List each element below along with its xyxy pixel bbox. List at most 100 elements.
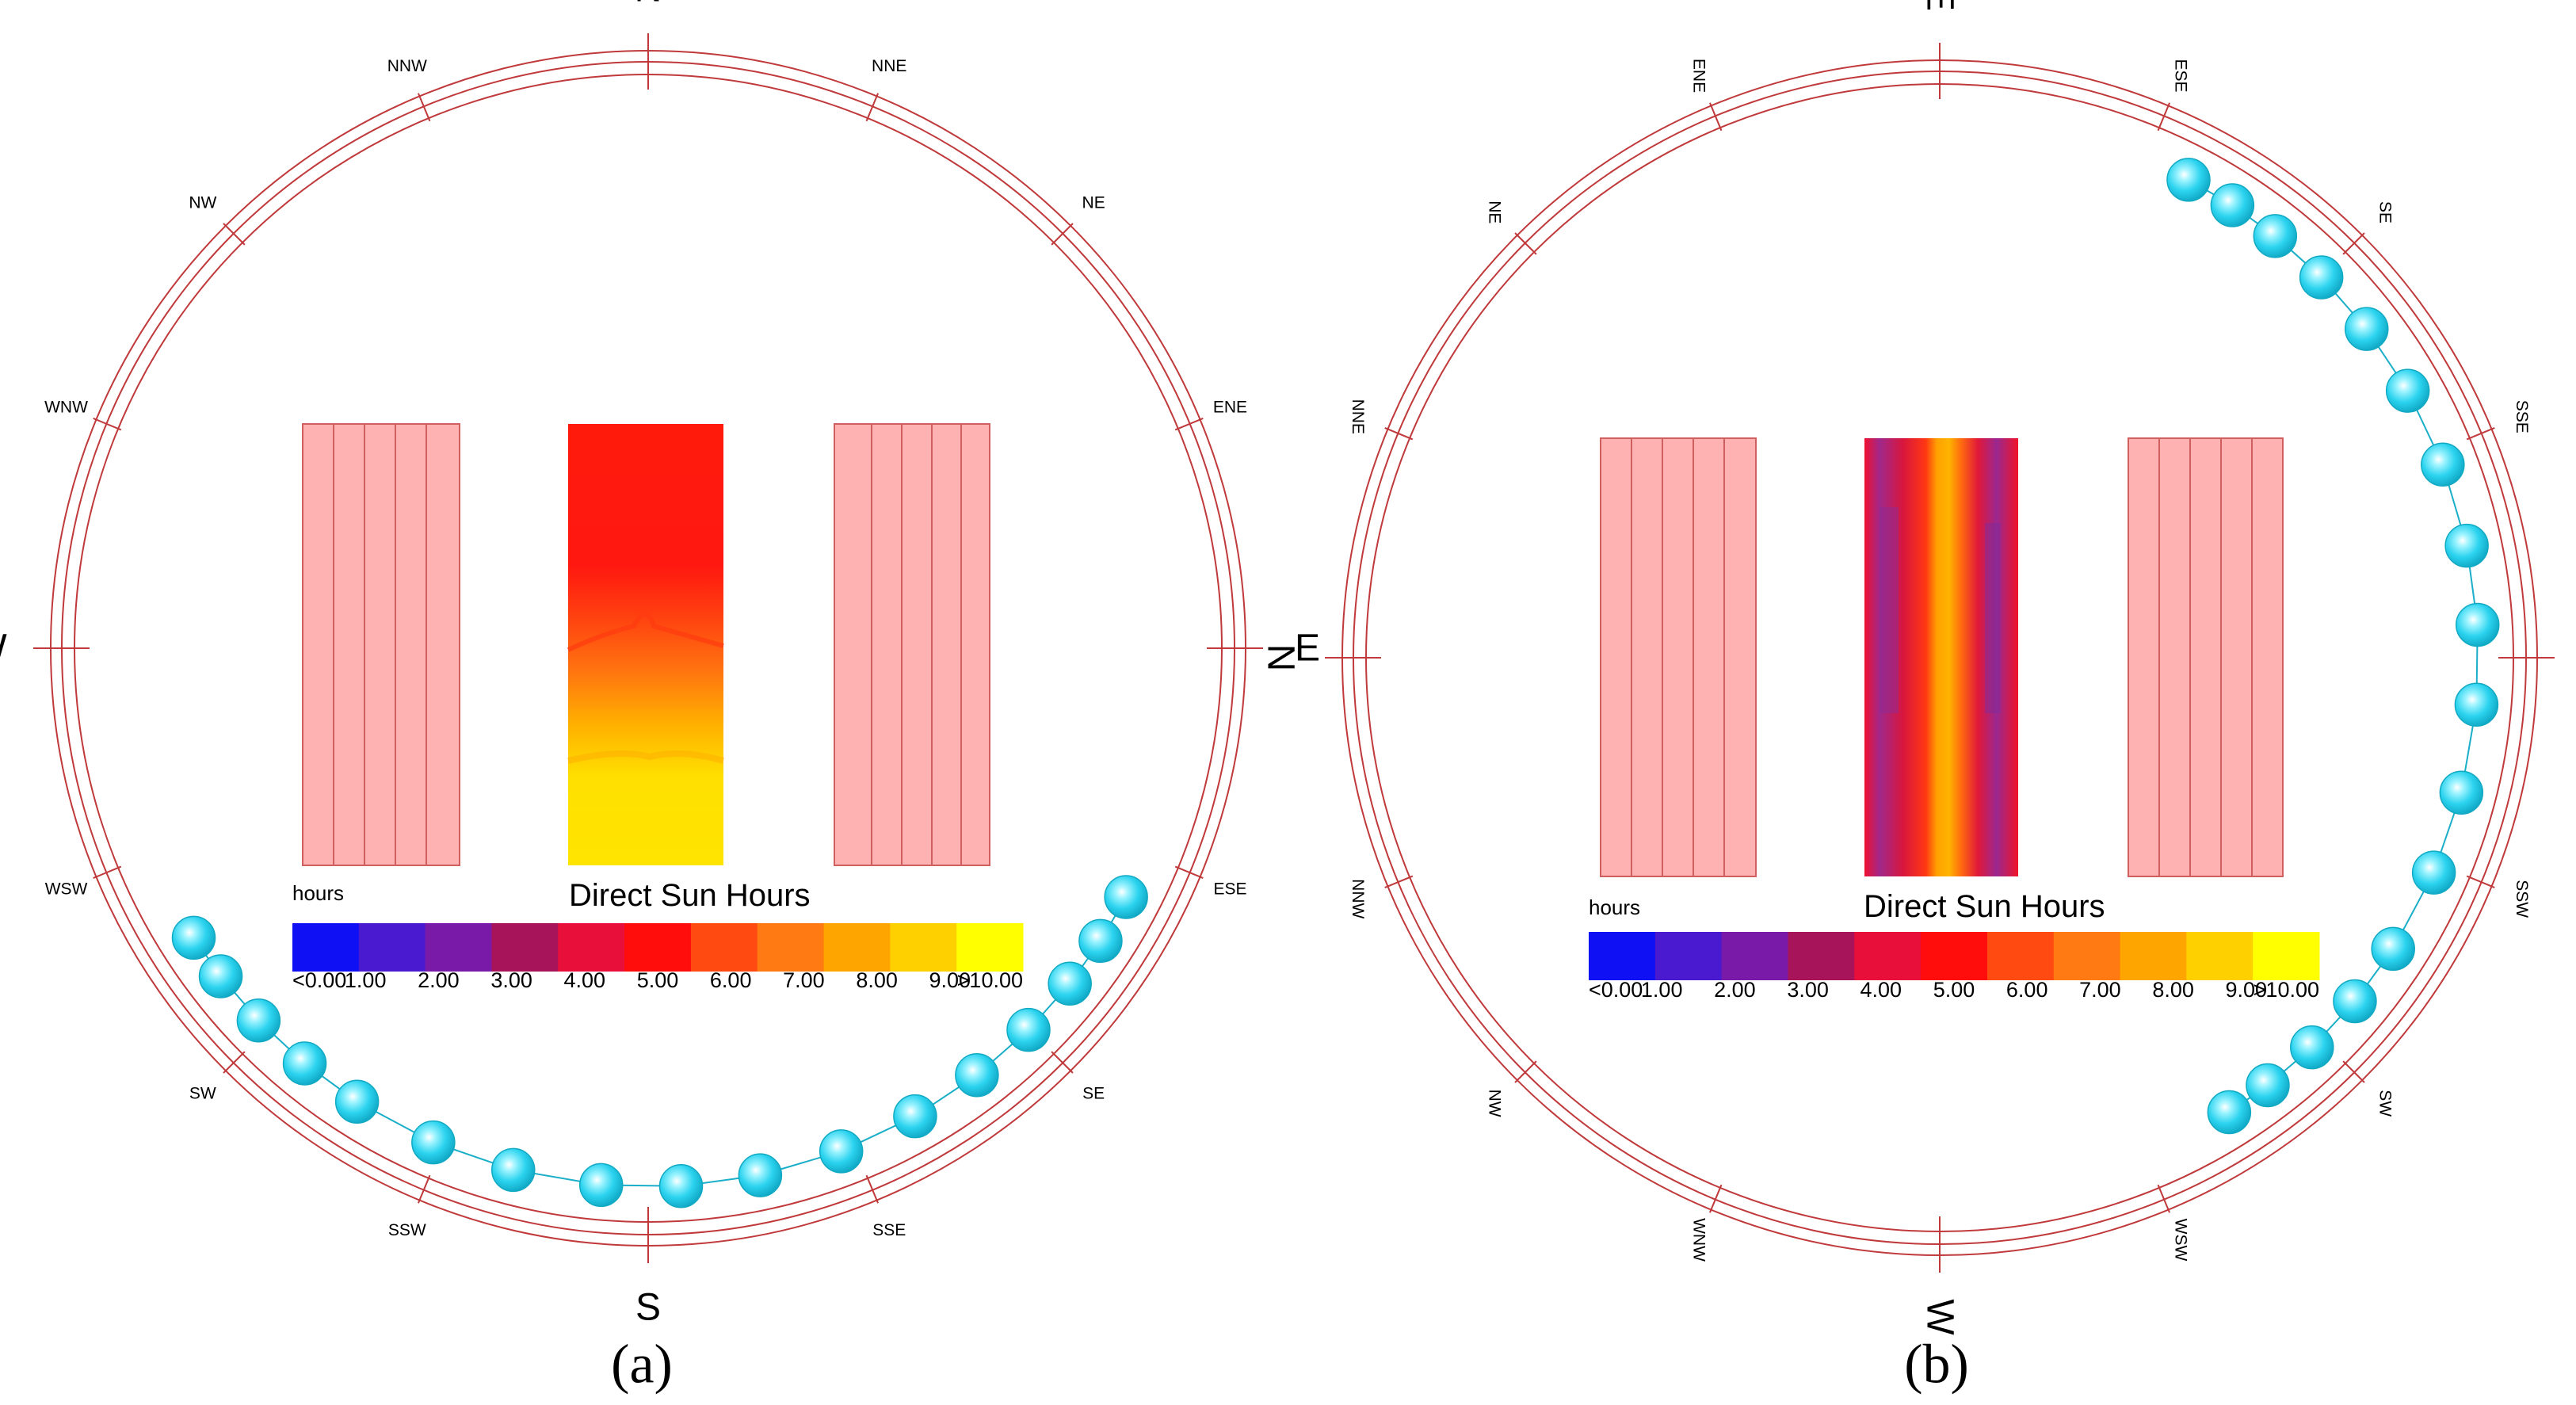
- direction-label-s: S: [635, 1287, 661, 1329]
- sun-position-marker: [2444, 523, 2489, 568]
- sun-position-marker: [893, 1094, 937, 1139]
- compass-tick-nw: [223, 223, 246, 246]
- sun-position-marker: [2210, 183, 2255, 227]
- direction-label-nne: NNE: [1349, 399, 1367, 434]
- legend-title: Direct Sun Hours: [569, 878, 811, 913]
- direction-label-e: E: [1919, 0, 1961, 11]
- legend-tick-label: 1.00: [345, 968, 387, 992]
- sun-position-marker: [2166, 158, 2211, 202]
- compass-direction-labels: NNNENEENEEESESESSESSSWSWWSWWWNWNWNNW: [0, 0, 1320, 1329]
- direction-label-wnw: WNW: [1689, 1218, 1708, 1262]
- sun-position-marker: [2454, 682, 2499, 727]
- analysis-surface-heatmap-a: [567, 424, 725, 865]
- direction-label-ssw: SSW: [388, 1221, 426, 1239]
- legend-tick-label: 2.00: [418, 968, 460, 992]
- direction-label-nne: NNE: [872, 57, 906, 75]
- compass-tick-nw: [1514, 1060, 1537, 1083]
- compass-tick-wsw: [93, 865, 122, 879]
- sun-position-marker: [2385, 368, 2430, 413]
- sun-position-marker: [198, 954, 243, 998]
- compass-tick-ese: [1174, 865, 1204, 879]
- legend-tick-label: 4.00: [564, 968, 606, 992]
- sun-position-marker: [2421, 442, 2465, 487]
- compass-tick-nne: [1384, 427, 1414, 441]
- legend-swatch: [757, 923, 825, 972]
- compass-tick-ne: [1051, 223, 1074, 246]
- direction-label-nnw: NNW: [1349, 879, 1367, 918]
- legend-tick-labels: <0.001.00 2.00 3.00 4.00 5.00 6.00 7.00 8.00 9.0…: [292, 968, 1023, 992]
- legend-swatch: [1854, 932, 1922, 980]
- direction-label-ene: ENE: [1689, 59, 1708, 93]
- legend-tick-label: <0.00: [292, 968, 346, 992]
- compass-tick-ssw: [418, 1174, 431, 1204]
- legend-b: hours Direct Sun Hours <0.001.00 2.00 3.00…: [1589, 889, 2320, 1002]
- sun-position-marker: [1078, 918, 1123, 964]
- legend-swatch: [823, 923, 891, 972]
- compass-tick-se: [1051, 1051, 1074, 1074]
- sun-position-marker: [490, 1147, 536, 1193]
- compass-tick-wnw: [93, 418, 122, 431]
- legend-color-scale: [1589, 932, 2320, 980]
- direction-label-sse: SSE: [2513, 400, 2531, 433]
- legend-tick-label: 5.00: [1933, 978, 1975, 1002]
- legend-swatch: [2053, 932, 2121, 980]
- legend-swatch: [491, 923, 559, 972]
- legend-tick-label: 2.00: [1714, 978, 1756, 1002]
- sun-path: [2166, 158, 2500, 1135]
- direction-label-wnw: WNW: [44, 398, 88, 416]
- sun-position-marker: [282, 1041, 327, 1086]
- compass-tick-sse: [865, 1174, 879, 1204]
- compass-tick-wsw: [2157, 1184, 2170, 1213]
- analysis-surface-heatmap-b: [1864, 438, 2018, 876]
- sun-position-marker: [2207, 1090, 2252, 1135]
- legend-swatch: [292, 923, 360, 972]
- sun-position-marker: [2290, 1025, 2334, 1070]
- sun-position-marker: [2345, 307, 2389, 351]
- panel-caption-b: (b): [1904, 1334, 1969, 1395]
- compass-ticks: [1325, 43, 2555, 1273]
- direction-label-se: SE: [1082, 1085, 1105, 1103]
- legend-tick-label: 8.00: [856, 968, 898, 992]
- sun-position-marker: [578, 1163, 624, 1208]
- direction-label-ene: ENE: [1213, 398, 1247, 416]
- direction-label-w: W: [0, 628, 7, 670]
- legend-tick-label: 8.00: [2152, 978, 2194, 1002]
- compass-direction-labels: NNNENEENEEESESESSESSSWSWWSWWWNWNWNNW: [1260, 0, 2531, 1335]
- compass-tick-sw: [223, 1051, 246, 1074]
- direction-label-sw: SW: [189, 1085, 216, 1103]
- compass-tick-nnw: [1384, 875, 1414, 888]
- sun-position-marker: [1048, 961, 1092, 1006]
- sun-path-panel-a: N NNE NE ENE E ESE SE SSE S SSW SW WSW W WNW NW NNW hou…: [0, 0, 1320, 1395]
- legend-swatch: [956, 923, 1024, 972]
- legend-tick-labels: <0.001.00 2.00 3.00 4.00 5.00 6.00 7.00 8.00 9.0…: [1589, 978, 2319, 1002]
- compass-tick-ese: [2157, 102, 2170, 132]
- compass-ticks: [33, 33, 1263, 1263]
- compass-tick-se: [2342, 232, 2365, 255]
- legend-tick-label: 9.00: [929, 968, 971, 992]
- legend-swatch: [558, 923, 625, 972]
- legend-tick-label: 6.00: [2006, 978, 2048, 1002]
- legend-tick-label: 9.00: [2226, 978, 2268, 1002]
- sun-position-marker: [819, 1129, 864, 1174]
- panel-caption-a: (a): [611, 1334, 673, 1395]
- legend-tick-label: 7.00: [783, 968, 825, 992]
- legend-tick-label: 7.00: [2079, 978, 2121, 1002]
- legend-tick-label: >10.00: [957, 968, 1023, 992]
- legend-swatch: [690, 923, 758, 972]
- sun-position-marker: [738, 1153, 783, 1197]
- legend-swatch: [1654, 932, 1723, 980]
- direction-label-n: N: [635, 0, 662, 10]
- compass-tick-wnw: [1709, 1184, 1723, 1213]
- building-west: [302, 423, 460, 866]
- compass-tick-ne: [1514, 232, 1537, 255]
- compass-tick-sw: [2342, 1060, 2365, 1083]
- direction-label-w: W: [1919, 1299, 1961, 1335]
- legend-color-scale: [292, 923, 1024, 972]
- legend-swatch: [1986, 932, 2055, 980]
- legend-swatch: [1721, 932, 1788, 980]
- legend-swatch: [358, 923, 426, 972]
- compass-tick-ene: [1709, 102, 1723, 132]
- sun-position-marker: [411, 1120, 456, 1165]
- legend-tick-label: 3.00: [490, 968, 532, 992]
